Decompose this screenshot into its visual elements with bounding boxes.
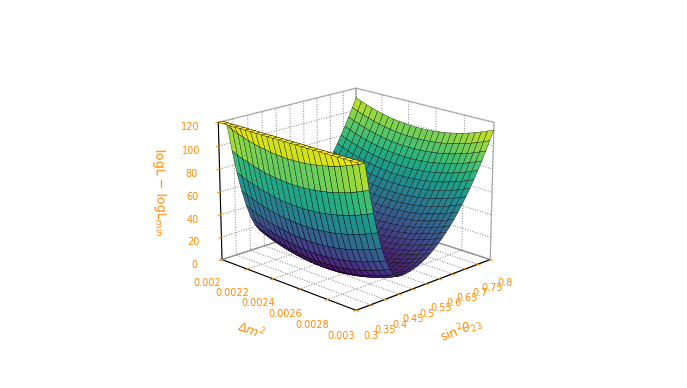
X-axis label: sin$^2\theta_{23}$: sin$^2\theta_{23}$ (437, 314, 485, 346)
Y-axis label: $\Delta m^2$: $\Delta m^2$ (236, 317, 267, 343)
